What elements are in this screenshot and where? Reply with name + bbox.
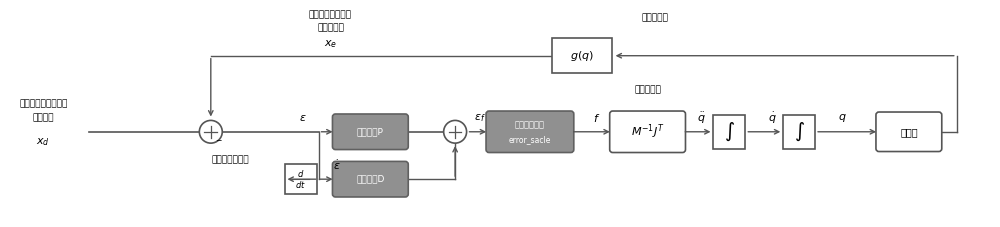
Text: $\int$: $\int$ [724,121,735,143]
FancyBboxPatch shape [332,114,408,150]
Text: $\dot{q}$: $\dot{q}$ [768,110,777,126]
FancyBboxPatch shape [713,115,745,148]
Text: $g(q)$: $g(q)$ [570,49,594,63]
Text: 误差缩放系数: 误差缩放系数 [515,120,545,129]
Text: $\ddot{q}$: $\ddot{q}$ [697,110,706,126]
FancyBboxPatch shape [486,111,574,153]
FancyBboxPatch shape [876,112,942,152]
Text: $x_d$: $x_d$ [36,136,50,148]
FancyBboxPatch shape [783,115,815,148]
Text: 增益系数D: 增益系数D [356,175,385,184]
Text: $x_e$: $x_e$ [324,38,337,50]
Text: $\dot{\varepsilon}$: $\dot{\varepsilon}$ [333,159,340,172]
Text: $f$: $f$ [593,112,600,124]
FancyBboxPatch shape [552,38,612,73]
Text: 正向运动学: 正向运动学 [641,14,668,23]
Circle shape [199,120,222,143]
Text: $q$: $q$ [838,112,846,124]
Text: $d$: $d$ [297,168,304,179]
Text: 动力学模型: 动力学模型 [634,86,661,95]
Text: 笛卡尔空间运动目标: 笛卡尔空间运动目标 [19,100,67,109]
FancyBboxPatch shape [285,164,317,194]
Circle shape [444,120,467,143]
Text: 笛卡尔位姿误差: 笛卡尔位姿误差 [212,155,250,164]
Text: $\int$: $\int$ [794,121,805,143]
Text: $M^{-1}J^T$: $M^{-1}J^T$ [631,123,664,141]
Text: $-$: $-$ [215,134,223,143]
Text: 机械臂末端执行器: 机械臂末端执行器 [309,11,352,20]
FancyBboxPatch shape [610,111,685,153]
Text: error_sacle: error_sacle [509,135,551,144]
Text: $dt$: $dt$ [295,179,306,190]
Text: 机械臂: 机械臂 [900,127,918,137]
Text: $\varepsilon$: $\varepsilon$ [299,113,306,123]
Text: $\varepsilon_f$: $\varepsilon_f$ [474,112,486,124]
FancyBboxPatch shape [332,161,408,197]
Text: 输入位姿: 输入位姿 [33,114,54,122]
Text: 增益系数P: 增益系数P [357,127,384,136]
Text: 笛卡尔位姿: 笛卡尔位姿 [317,24,344,32]
